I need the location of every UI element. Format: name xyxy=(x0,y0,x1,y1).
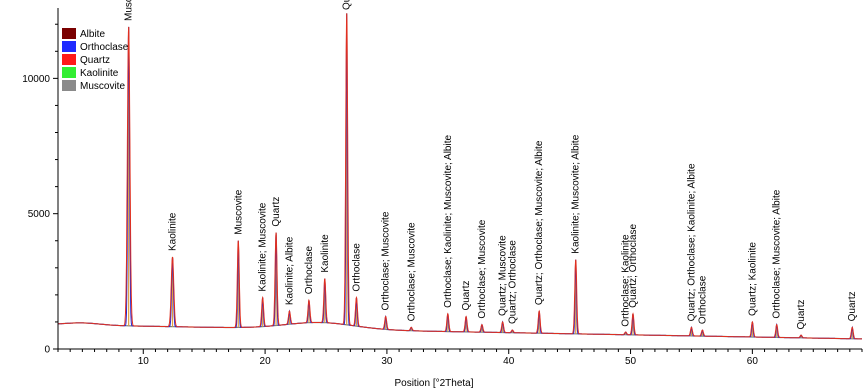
x-tick-label-10: 10 xyxy=(138,356,150,367)
axes-layer: 10 20 30 40 50 60 0 5000 10000 xyxy=(22,8,863,367)
peak-label-3: Kaolinite; Muscovite xyxy=(258,202,269,291)
peak-label-24: Orthoclase; Muscovite; Albite xyxy=(772,189,783,318)
peak-label-18: Kaolinite; Muscovite; Albite xyxy=(571,134,582,253)
peak-label-14: Orthoclase; Muscovite xyxy=(477,219,488,318)
legend-label-0: Albite xyxy=(80,29,105,40)
peak-label-20: Quartz; Orthoclase xyxy=(628,223,639,307)
peak-label-22: Orthoclase xyxy=(697,275,708,324)
legend-swatch-1 xyxy=(62,41,76,52)
legend-swatch-4 xyxy=(62,80,76,91)
peak-label-19: Orthoclase; Kaolinite xyxy=(621,234,632,327)
legend-swatch-3 xyxy=(62,67,76,78)
y-tick-label-5000: 5000 xyxy=(28,209,51,220)
peak-label-23: Quartz; Kaolinite xyxy=(747,242,758,316)
legend-label-4: Muscovite xyxy=(80,81,125,92)
x-tick-label-20: 20 xyxy=(260,356,272,367)
legend-label-1: Orthoclase xyxy=(80,42,129,53)
peak-label-9: Orthoclase xyxy=(351,243,362,292)
peak-label-8: Quartz; Muscovite xyxy=(342,0,353,10)
x-axis-title: Position [°2Theta] xyxy=(394,378,473,389)
peak-label-26: Quartz xyxy=(847,291,858,321)
y-tick-label-10000: 10000 xyxy=(22,74,50,85)
peak-label-1: Kaolinite xyxy=(168,212,179,251)
peak-label-0: Muscovite xyxy=(124,0,135,21)
peak-label-13: Quartz xyxy=(461,281,472,311)
peak-label-21: Quartz; Orthoclase; Kaolinite; Albite xyxy=(686,163,697,321)
peak-label-17: Quartz; Orthoclase; Muscovite; Albite xyxy=(534,140,545,305)
observed-pattern-line xyxy=(58,13,862,340)
x-tick-label-30: 30 xyxy=(381,356,393,367)
legend-label-3: Kaolinite xyxy=(80,68,119,79)
peak-label-5: Kaolinite; Albite xyxy=(284,236,295,305)
peak-label-15: Quartz; Muscovite xyxy=(498,235,509,316)
peak-label-11: Orthoclase; Muscovite xyxy=(406,222,417,321)
peak-label-2: Muscovite xyxy=(233,189,244,234)
x-tick-label-50: 50 xyxy=(625,356,637,367)
peak-labels-layer: Muscovite Kaolinite Muscovite Kaolinite; Mu… xyxy=(124,0,859,329)
observed-pattern-layer xyxy=(58,13,862,340)
peak-label-16: Quartz; Orthoclase xyxy=(507,240,518,324)
peak-label-25: Quartz xyxy=(796,299,807,329)
peak-label-7: Kaolinite xyxy=(320,234,331,273)
legend-swatch-2 xyxy=(62,54,76,65)
x-tick-label-60: 60 xyxy=(747,356,759,367)
peak-label-4: Quartz xyxy=(271,197,282,227)
legend: Albite Orthoclase Quartz Kaolinite Muscovite xyxy=(62,28,129,92)
y-tick-label-0: 0 xyxy=(44,345,50,356)
legend-label-2: Quartz xyxy=(80,55,110,66)
x-tick-label-40: 40 xyxy=(503,356,515,367)
peak-label-6: Orthoclase xyxy=(304,245,315,294)
peak-label-10: Orthoclase; Muscovite xyxy=(381,211,392,310)
legend-swatch-0 xyxy=(62,28,76,39)
peak-label-12: Orthoclase; Kaolinite; Muscovite; Albite xyxy=(443,135,454,308)
